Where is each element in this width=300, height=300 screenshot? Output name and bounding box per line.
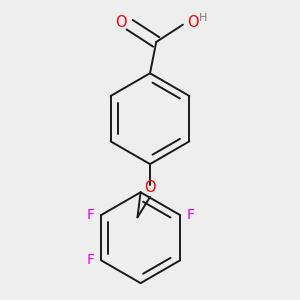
- Text: H: H: [198, 13, 207, 23]
- Text: F: F: [187, 208, 195, 222]
- Text: O: O: [144, 180, 156, 195]
- Text: O: O: [115, 15, 127, 30]
- Text: O: O: [187, 15, 198, 30]
- Text: F: F: [86, 208, 94, 222]
- Text: F: F: [86, 254, 94, 267]
